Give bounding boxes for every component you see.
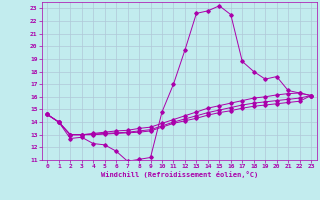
X-axis label: Windchill (Refroidissement éolien,°C): Windchill (Refroidissement éolien,°C) [100, 171, 258, 178]
